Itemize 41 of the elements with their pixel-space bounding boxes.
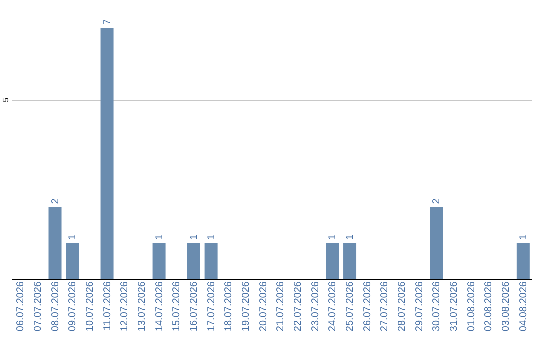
x-tick-label: 27.07.2026	[380, 281, 391, 332]
data-label: 2	[432, 198, 443, 204]
x-tick-label: 14.07.2026	[154, 281, 166, 332]
x-tick-label: 31.07.2026	[449, 281, 460, 332]
data-label: 1	[328, 234, 339, 240]
x-tick-label: 22.07.2026	[293, 281, 304, 332]
x-tick-label: 02.08.2026	[484, 281, 495, 332]
x-tick-label: 20.07.2026	[258, 281, 270, 332]
x-tick-label: 13.07.2026	[136, 281, 148, 332]
data-label: 1	[154, 234, 166, 240]
x-tick-label: 24.07.2026	[328, 281, 339, 332]
data-label: 1	[518, 234, 530, 240]
x-tick-label: 25.07.2026	[345, 281, 356, 332]
x-tick-label: 07.07.2026	[32, 281, 44, 332]
x-tick-label: 12.07.2026	[120, 281, 131, 332]
x-tick-label: 03.08.2026	[501, 281, 512, 332]
x-tick-label: 26.07.2026	[362, 281, 374, 332]
x-tick-label: 18.07.2026	[224, 281, 235, 332]
x-tick-label: 10.07.2026	[84, 281, 96, 332]
x-tick-label: 30.07.2026	[432, 281, 443, 332]
x-tick-label: 01.08.2026	[466, 281, 478, 332]
data-label: 2	[50, 198, 62, 204]
data-label: 1	[345, 234, 356, 240]
x-tick-label: 11.07.2026	[102, 281, 114, 331]
x-tick-label: 17.07.2026	[206, 281, 218, 332]
data-label: 1	[188, 234, 200, 240]
x-tick-label: 04.08.2026	[518, 281, 530, 332]
x-tick-label: 15.07.2026	[172, 281, 183, 332]
x-tick-label: 08.07.2026	[50, 281, 62, 332]
x-tick-label: 06.07.2026	[16, 281, 27, 332]
data-label: 1	[206, 234, 218, 240]
y-tick-label: 5	[2, 97, 10, 102]
x-tick-label: 29.07.2026	[414, 281, 426, 332]
data-label: 7	[102, 19, 114, 25]
x-tick-label: 28.07.2026	[397, 281, 408, 332]
data-label: 1	[68, 234, 79, 240]
x-tick-label: 23.07.2026	[310, 281, 322, 332]
x-tick-label: 19.07.2026	[240, 281, 252, 332]
x-tick-label: 21.07.2026	[276, 281, 287, 332]
x-tick-label: 09.07.2026	[68, 281, 79, 332]
x-tick-label: 16.07.2026	[188, 281, 200, 332]
